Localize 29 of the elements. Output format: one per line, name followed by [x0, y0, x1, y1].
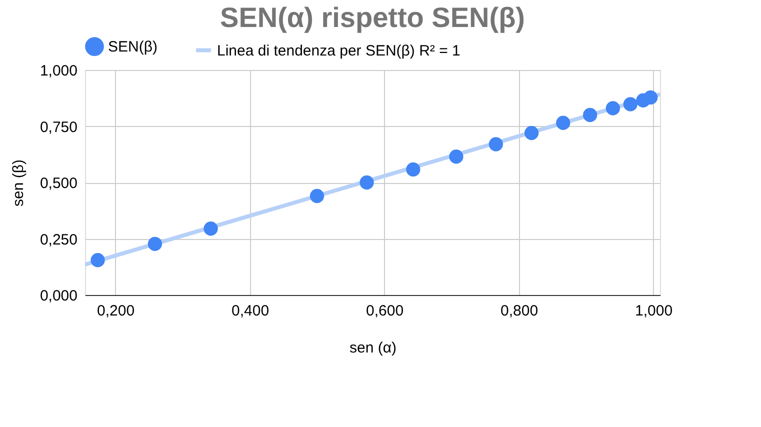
x-tick-label: 0,600: [366, 302, 404, 320]
point: [644, 90, 658, 105]
point: [556, 116, 570, 130]
point: [623, 97, 638, 112]
y-tick-label: 1,000: [40, 62, 78, 80]
point: [488, 137, 503, 152]
y-tick-label: 0,500: [40, 175, 78, 192]
point: [148, 236, 162, 251]
y-axis-title: sen (β): [10, 160, 27, 206]
y-tick-label: 0,750: [40, 118, 78, 136]
legend-label: SEN(β): [108, 38, 158, 56]
point: [204, 222, 218, 236]
y-tick-label: 0,250: [40, 231, 78, 248]
point: [449, 150, 464, 164]
point: [360, 175, 374, 190]
point: [524, 126, 539, 140]
x-tick-label: 0,800: [500, 302, 538, 320]
x-tick-label: 1,000: [635, 302, 673, 320]
x-tick-label: 0,400: [231, 302, 270, 320]
x-tick-label: 0,200: [96, 302, 135, 320]
point: [606, 101, 620, 116]
point: [406, 162, 420, 177]
point: [310, 188, 324, 204]
point: [582, 108, 598, 122]
legend-label: Linea di tendenza per SEN(β) R² = 1: [217, 42, 460, 60]
point: [90, 253, 105, 268]
chart-title: SEN(α) rispetto SEN(β): [220, 2, 525, 33]
y-tick-label: 0,000: [40, 288, 78, 304]
x-axis-title: sen (α): [349, 340, 397, 356]
